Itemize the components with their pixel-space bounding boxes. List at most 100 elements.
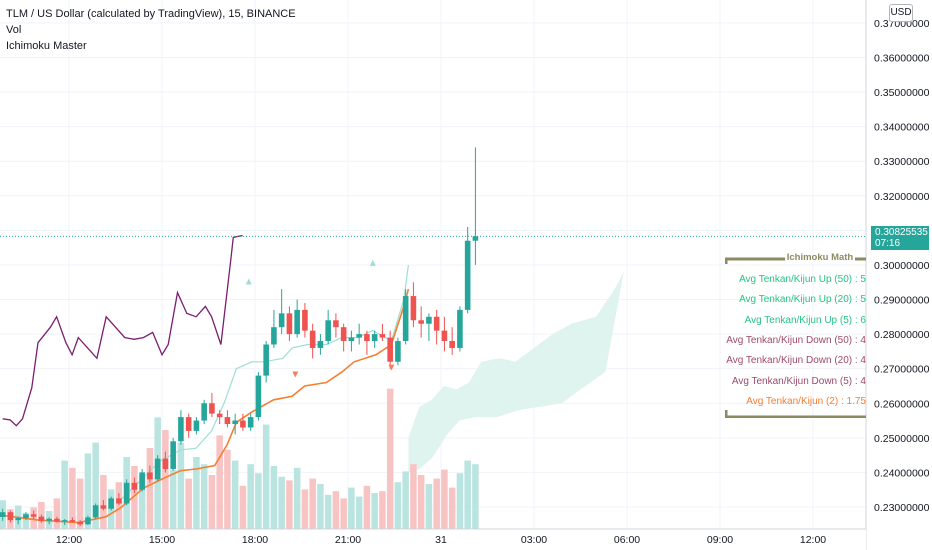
candle-body <box>69 520 76 522</box>
candle-body <box>418 320 424 324</box>
volume-bar <box>448 487 456 529</box>
candle-body <box>131 482 138 490</box>
volume-bar <box>76 478 84 529</box>
ichimoku-cloud <box>408 271 624 473</box>
candle-body <box>154 458 161 480</box>
y-tick-label: 0.30000000 <box>874 260 930 272</box>
panel-row: Avg Tenkan/Kijun Up (5) : 6 <box>744 314 866 326</box>
volume-bar <box>231 460 239 529</box>
candle-body <box>247 417 254 428</box>
x-tick-label: 12:00 <box>800 534 826 546</box>
candle-body <box>23 514 29 519</box>
oscillator-line <box>2 234 243 427</box>
x-tick-label: 03:00 <box>521 534 547 546</box>
candle-body <box>441 330 448 342</box>
x-tick-label: 21:00 <box>335 534 361 546</box>
volume-bar <box>247 464 254 529</box>
panel-row: Avg Tenkan/Kijun Down (50) : 4 <box>726 334 866 346</box>
volume-bar <box>138 475 146 529</box>
signal-up-marker <box>245 278 252 285</box>
volume-bar <box>425 484 433 529</box>
candle-body <box>464 240 471 310</box>
candle-body <box>61 520 68 522</box>
candle-body <box>302 309 308 331</box>
candle-body <box>170 441 176 469</box>
panel-row: Avg Tenkan/Kijun Up (50) : 5 <box>739 274 866 285</box>
y-tick-label: 0.33000000 <box>874 156 930 168</box>
volume-bars <box>0 388 479 529</box>
candle-body <box>77 521 83 525</box>
volume-bar <box>433 478 440 529</box>
panel-row: Avg Tenkan/Kijun Down (5) : 4 <box>731 375 866 387</box>
candle-body <box>100 505 107 509</box>
y-tick-label: 0.25000000 <box>874 433 930 445</box>
volume-bar <box>317 484 324 529</box>
x-tick-label: 31 <box>435 534 447 546</box>
volume-bar <box>224 449 231 529</box>
volume-bar <box>464 460 471 529</box>
volume-bar <box>379 491 386 529</box>
candle-body <box>193 420 200 431</box>
y-tick-label: 0.32000000 <box>874 191 930 203</box>
symbol-title: TLM / US Dollar (calculated by TradingVi… <box>6 8 296 20</box>
candle-body <box>85 517 91 525</box>
candles <box>0 147 479 527</box>
volume-bar <box>208 475 216 529</box>
volume-bar <box>278 476 285 529</box>
y-tick-label: 0.36000000 <box>874 52 930 64</box>
signal-markers <box>245 259 395 378</box>
volume-indicator-label[interactable]: Vol <box>6 24 22 36</box>
candle-body <box>255 375 262 418</box>
ichimoku-indicator-label[interactable]: Ichimoku Master <box>6 40 87 52</box>
candle-body <box>263 344 269 376</box>
volume-bar <box>115 482 123 529</box>
candle-body <box>472 236 479 241</box>
candle-body <box>379 334 386 338</box>
candle-body <box>449 341 455 348</box>
candle-body <box>15 518 21 521</box>
x-tick-label: 15:00 <box>149 534 175 546</box>
panel-row: Avg Tenkan/Kijun (2) : 1.75 <box>746 395 866 407</box>
currency-button[interactable]: USD <box>889 4 913 22</box>
volume-bar <box>441 469 448 529</box>
volume-bar <box>472 464 479 529</box>
candle-body <box>333 320 339 328</box>
candle-body <box>348 337 355 342</box>
candle-body <box>317 341 324 348</box>
volume-bar <box>169 469 177 529</box>
volume-bar <box>417 475 425 529</box>
volume-bar <box>177 442 185 529</box>
volume-bar <box>394 482 402 529</box>
volume-bar <box>162 430 169 529</box>
candle-body <box>38 516 45 521</box>
candle-body <box>54 518 60 522</box>
candle-body <box>162 458 169 469</box>
candle-body <box>356 334 362 338</box>
candle-body <box>433 316 440 331</box>
candle-body <box>410 296 417 321</box>
time-axis-bg <box>0 529 866 550</box>
panel-frame <box>725 257 866 418</box>
candle-body <box>278 313 285 328</box>
volume-bar <box>61 460 68 529</box>
volume-bar <box>131 466 138 529</box>
last-price-label: 0.30825535 07:16 <box>871 226 929 250</box>
volume-bar <box>84 453 92 529</box>
volume-bar <box>348 487 355 529</box>
chart-legend: TLM / US Dollar (calculated by TradingVi… <box>6 6 296 54</box>
last-price-value: 0.30825535 <box>875 227 928 238</box>
x-tick-label: 12:00 <box>56 534 82 546</box>
candle-body <box>147 472 153 480</box>
y-tick-label: 0.34000000 <box>874 122 930 134</box>
candle-body <box>232 420 238 425</box>
candle-body <box>395 341 401 362</box>
signal-down-marker <box>388 364 395 371</box>
volume-bar <box>309 478 316 529</box>
volume-bar <box>200 464 208 529</box>
volume-bar <box>324 494 332 529</box>
y-tick-label: 0.23000000 <box>874 502 930 514</box>
candle-body <box>7 512 14 521</box>
volume-bar <box>262 424 270 529</box>
